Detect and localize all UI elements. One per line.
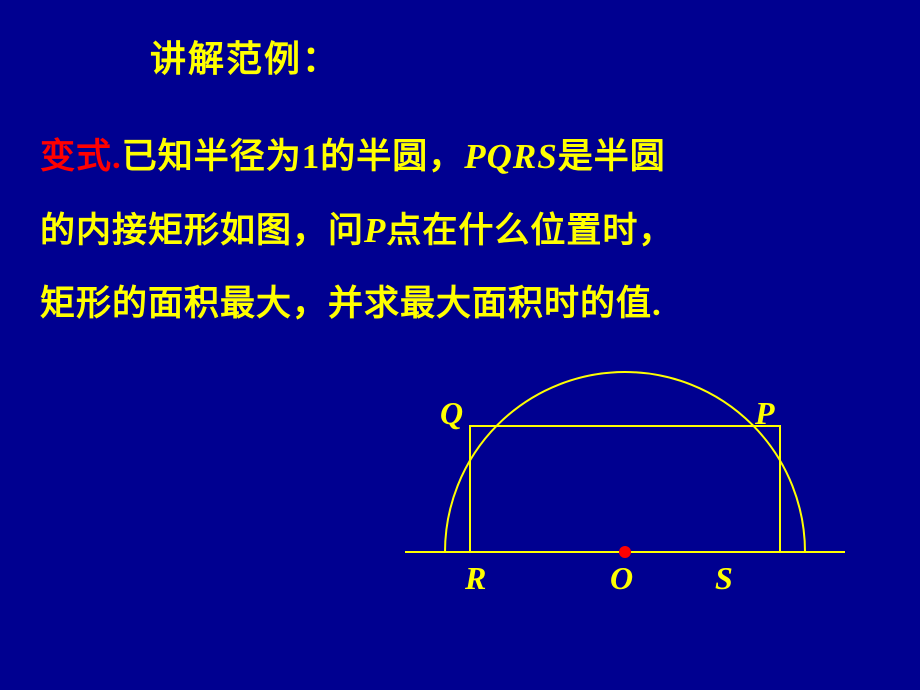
var-p: P <box>364 211 386 250</box>
problem-text: 变式.已知半径为1的半圆，PQRS是半圆 的内接矩形如图，问P点在什么位置时， … <box>40 120 900 341</box>
text-part2-end: 点在什么位置时， <box>386 211 674 250</box>
semicircle-arc <box>445 372 805 552</box>
text-part3: 矩形的面积最大，并求最大面积时的值. <box>40 284 662 323</box>
label-o: O <box>610 560 633 597</box>
center-point <box>619 546 631 558</box>
variant-label: 变式. <box>40 137 122 176</box>
var-pqrs: PQRS <box>464 137 557 176</box>
label-r: R <box>465 560 486 597</box>
text-part1: 已知半径为1的半圆， <box>122 137 465 176</box>
heading-text: 讲解范例： <box>150 39 340 79</box>
inscribed-rectangle <box>470 426 780 552</box>
text-part2-start: 的内接矩形如图，问 <box>40 211 364 250</box>
label-q: Q <box>440 395 463 432</box>
label-p: P <box>755 395 775 432</box>
text-part1-end: 是半圆 <box>558 137 666 176</box>
geometry-diagram: Q P R O S <box>405 360 845 640</box>
diagram-svg <box>405 360 845 640</box>
section-heading: 讲解范例： <box>150 30 340 82</box>
label-s: S <box>715 560 733 597</box>
